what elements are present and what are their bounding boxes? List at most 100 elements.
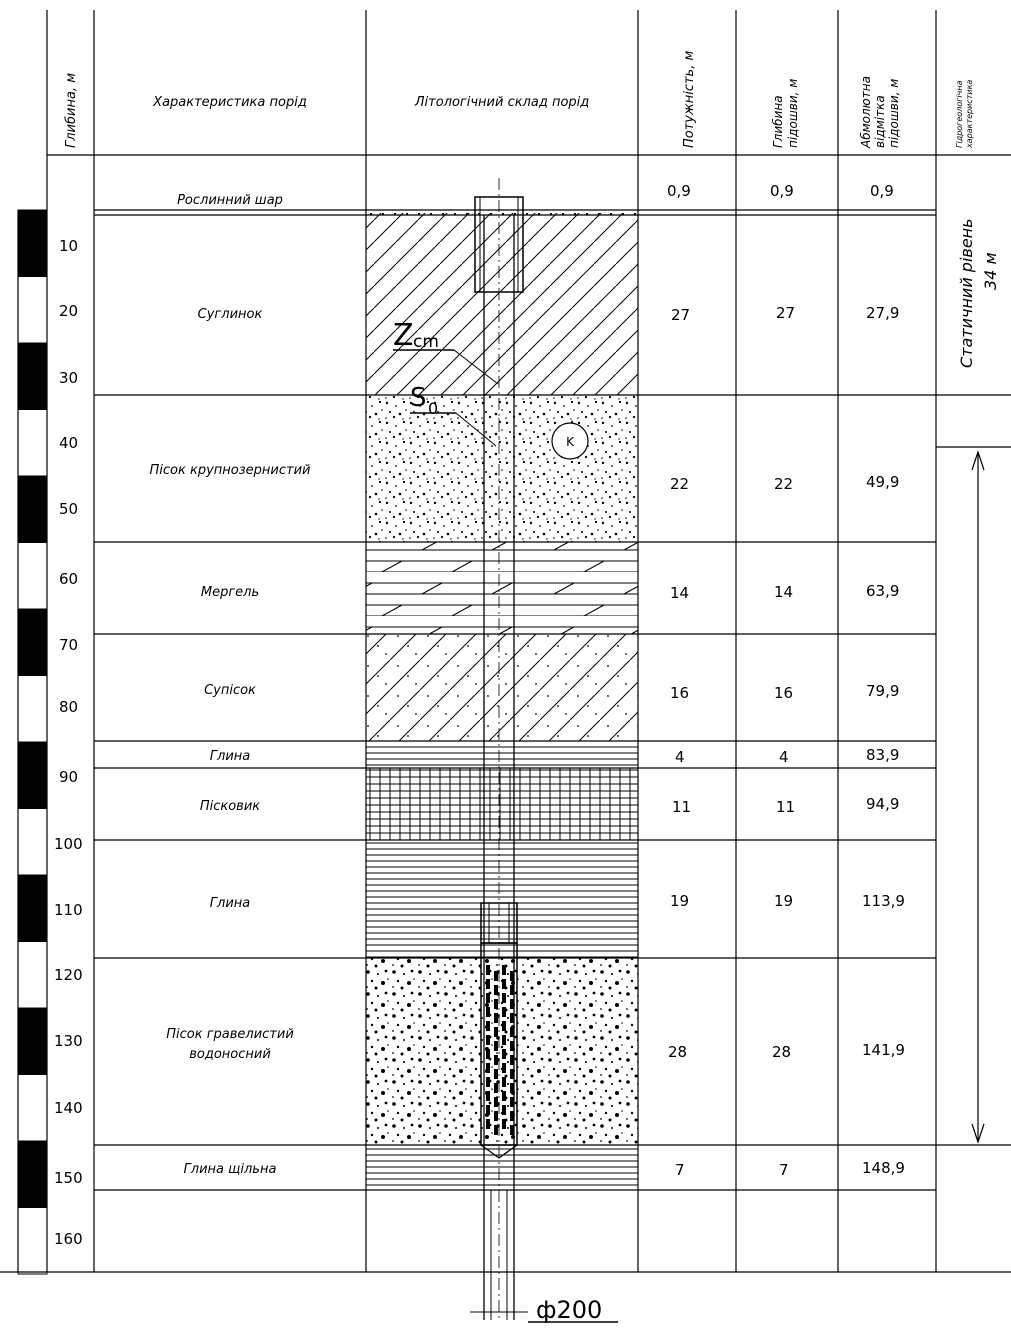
header-thickness: Потужність, м xyxy=(682,51,697,148)
layer-name: Мергель xyxy=(201,585,259,600)
layer-name-2: водоносний xyxy=(189,1047,271,1062)
filter-slot xyxy=(494,1055,498,1065)
layer-thickness: 28 xyxy=(668,1043,687,1061)
depth-tick: 130 xyxy=(54,1032,83,1050)
scale-block xyxy=(17,1207,48,1275)
scale-block xyxy=(17,542,48,610)
header-characteristic: Характеристика порід xyxy=(152,95,307,110)
layer-name: Пісковик xyxy=(200,799,260,814)
scale-block xyxy=(17,209,48,277)
depth-tick: 60 xyxy=(59,570,78,588)
litho-clay xyxy=(366,741,638,768)
layer-abs: 141,9 xyxy=(862,1041,905,1059)
layer-thickness: 0,9 xyxy=(667,182,691,200)
litho-dense-clay xyxy=(366,1145,638,1190)
zst-subscript: cm xyxy=(413,332,439,352)
layer-base: 27 xyxy=(776,304,795,322)
header-base-depth-1: Глибина xyxy=(771,95,785,148)
filter-slot xyxy=(494,1069,498,1079)
zst-label: Z xyxy=(393,318,414,353)
layer-name: Пісок крупнозернистий xyxy=(150,463,311,478)
s0-subscript: 0 xyxy=(428,399,438,418)
filter-slot xyxy=(510,1069,514,1079)
layer-thickness: 19 xyxy=(670,892,689,910)
filter-slot xyxy=(494,1027,498,1037)
layer-thickness: 7 xyxy=(675,1161,685,1179)
layer-abs: 83,9 xyxy=(866,746,899,764)
filter-slot xyxy=(510,1111,514,1121)
table-grid xyxy=(0,10,1011,1273)
layer-abs: 113,9 xyxy=(862,892,905,910)
scale-block xyxy=(17,675,48,743)
scale-block xyxy=(17,608,48,676)
layer-name: Пісок гравелистий xyxy=(166,1027,294,1042)
filter-slot xyxy=(502,1021,506,1031)
filter-slot xyxy=(502,1105,506,1115)
diameter-callout: ф200 xyxy=(470,1296,618,1324)
layer-thickness: 11 xyxy=(672,798,691,816)
layer-base: 28 xyxy=(772,1043,791,1061)
filter-slot xyxy=(510,971,514,981)
layer-base: 22 xyxy=(774,475,793,493)
layer-abs: 0,9 xyxy=(870,182,894,200)
depth-tick: 150 xyxy=(54,1169,83,1187)
filter-slot xyxy=(502,965,506,975)
filter-slot xyxy=(494,999,498,1009)
filter-slot xyxy=(502,1049,506,1059)
header-abs-mark-3: підошви, м xyxy=(887,79,901,148)
filter-slot xyxy=(494,1111,498,1121)
depth-tick: 40 xyxy=(59,434,78,452)
filter-slot xyxy=(502,1063,506,1073)
filter-slot xyxy=(494,1097,498,1107)
filter-slot xyxy=(494,1125,498,1135)
layer-base: 4 xyxy=(779,748,789,766)
filter-slot xyxy=(486,1119,490,1129)
scale-block xyxy=(17,874,48,942)
litho-marl xyxy=(366,542,638,634)
filter-slot xyxy=(486,1049,490,1059)
scale-block xyxy=(17,475,48,543)
layer-thickness: 22 xyxy=(670,475,689,493)
layer-base: 11 xyxy=(776,798,795,816)
filter-slot xyxy=(486,979,490,989)
depth-tick: 140 xyxy=(54,1099,83,1117)
header-abs-mark-2: відмітка xyxy=(873,95,887,148)
scale-block xyxy=(17,276,48,344)
filter-slot xyxy=(486,993,490,1003)
layer-name: Глина щільна xyxy=(184,1162,277,1177)
filter-slot xyxy=(510,1125,514,1135)
layer-base: 0,9 xyxy=(770,182,794,200)
layer-name: Глина xyxy=(210,896,251,911)
layer-abs: 148,9 xyxy=(862,1159,905,1177)
filter-slot xyxy=(494,1013,498,1023)
depth-tick: 10 xyxy=(59,237,78,255)
hydro-column: Статичний рівень 34 м xyxy=(936,218,1011,1144)
layer-names: Рослинний шар Суглинок Пісок крупнозерни… xyxy=(150,193,311,1177)
filter-slot xyxy=(494,985,498,995)
static-level-label: Статичний рівень xyxy=(957,218,976,368)
scale-block xyxy=(17,808,48,876)
filter-slot xyxy=(486,1035,490,1045)
litho-coarse-sand xyxy=(366,395,638,542)
filter-slot xyxy=(510,1097,514,1107)
filter-slot xyxy=(510,985,514,995)
layer-name: Суглинок xyxy=(198,307,263,322)
scale-block xyxy=(17,941,48,1009)
layer-name: Глина xyxy=(210,749,251,764)
scale-block xyxy=(17,342,48,410)
header-hydro-2: характеристика xyxy=(965,80,974,149)
layer-base: 16 xyxy=(774,684,793,702)
depth-ticks: 10 20 30 40 50 60 70 80 90 100 110 120 1… xyxy=(54,237,83,1248)
filter-slot xyxy=(510,1027,514,1037)
filter-slot xyxy=(486,1007,490,1017)
filter-slot xyxy=(510,999,514,1009)
filter-slot xyxy=(502,1077,506,1087)
filter-slot xyxy=(510,1041,514,1051)
filter-slot xyxy=(502,1035,506,1045)
filter-slot xyxy=(510,1083,514,1093)
k-label: K xyxy=(566,435,575,449)
depth-tick: 20 xyxy=(59,302,78,320)
aquifer-range-arrow xyxy=(971,450,985,1144)
layer-name: Супісок xyxy=(204,683,256,698)
layer-thickness: 4 xyxy=(675,748,685,766)
